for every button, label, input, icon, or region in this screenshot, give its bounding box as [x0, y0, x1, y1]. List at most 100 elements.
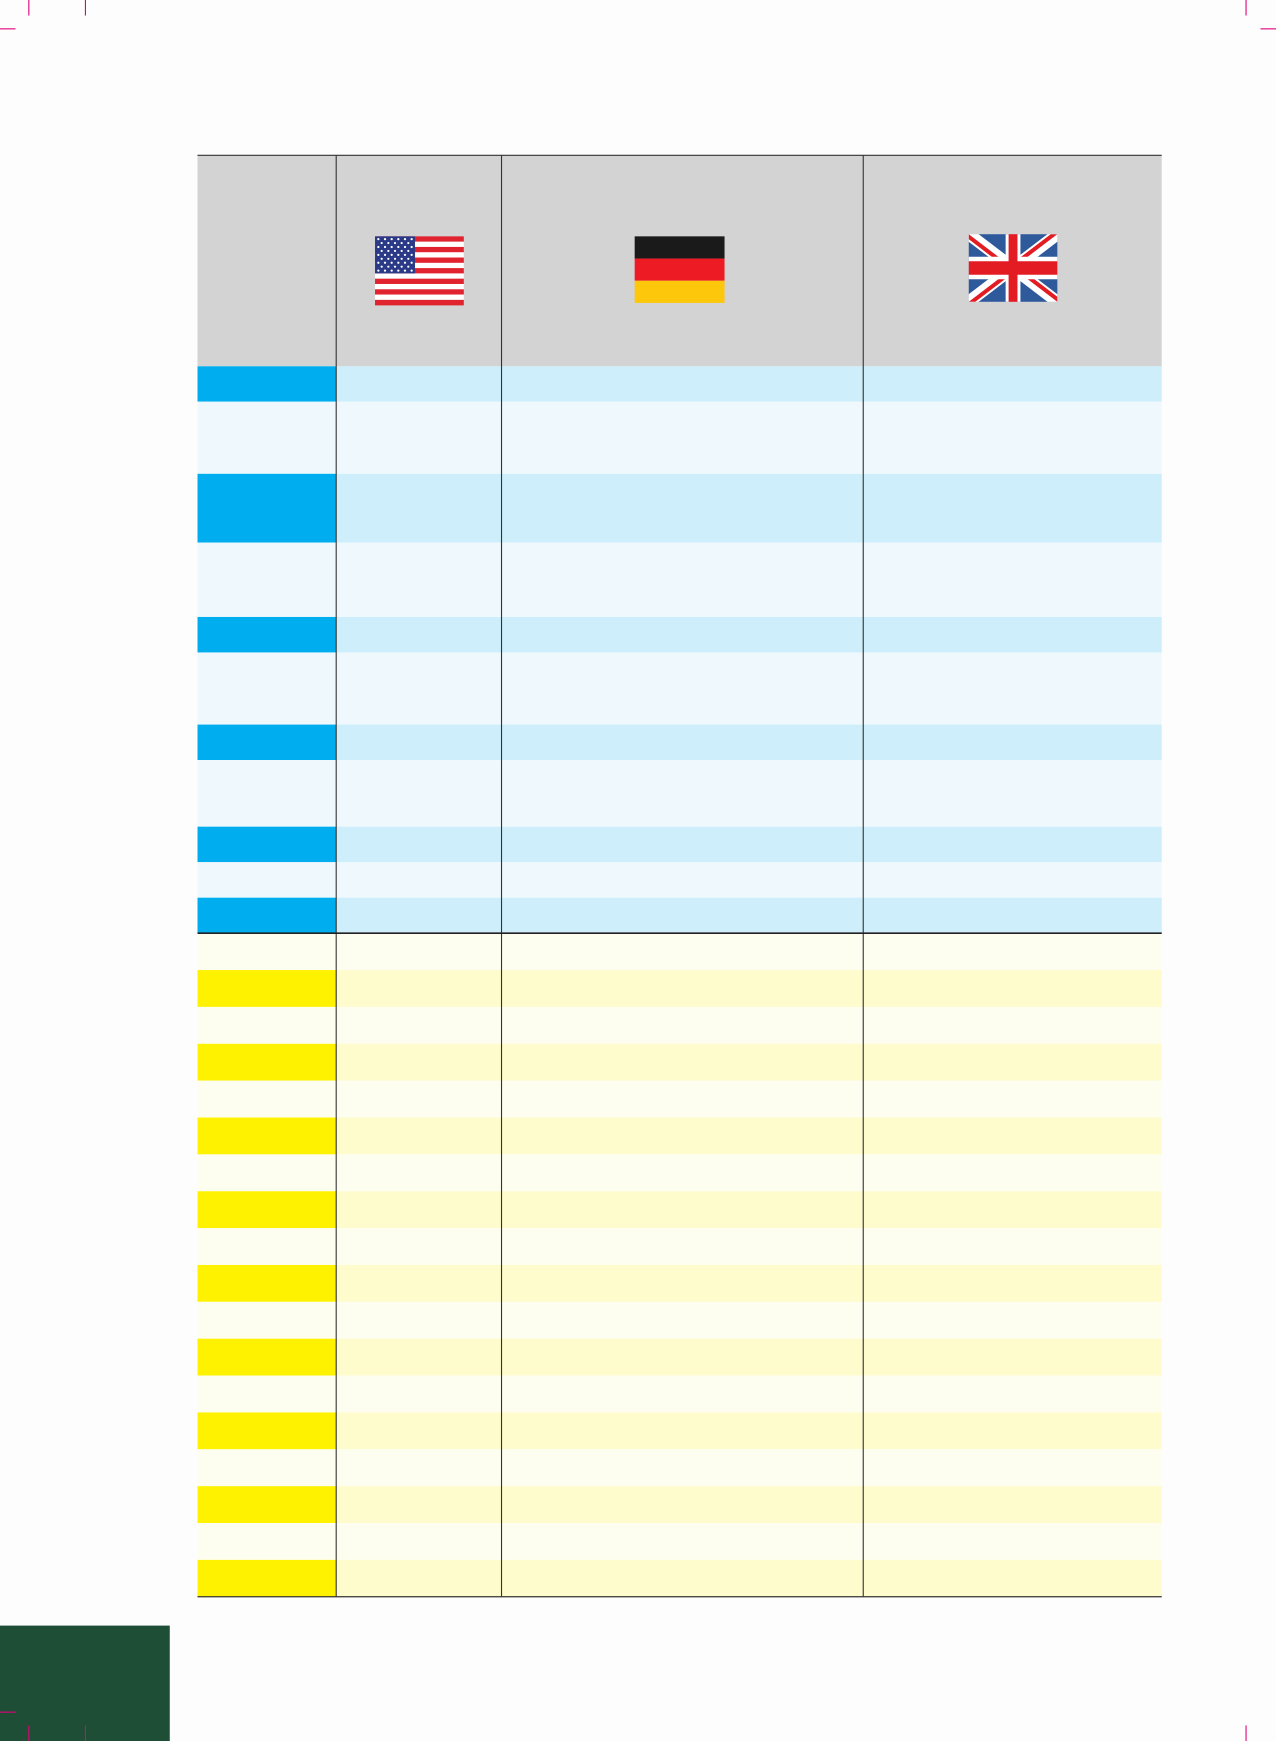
flag-stripe — [375, 294, 464, 301]
row-label-cell — [197, 1154, 337, 1192]
flag-star — [387, 241, 390, 245]
flag-star — [393, 265, 397, 268]
row-label-cell — [197, 1117, 337, 1155]
flag-star — [400, 257, 403, 260]
flag-stripe — [375, 283, 464, 290]
flag-star — [387, 265, 390, 268]
table-rows — [197, 366, 1162, 1597]
flag-star — [403, 269, 407, 272]
flag-star — [390, 269, 393, 272]
flag-star — [383, 238, 387, 241]
flag-star — [403, 261, 407, 264]
row-cells — [336, 1449, 1162, 1487]
flag-canton — [375, 236, 415, 274]
flag-stripe — [634, 280, 725, 303]
row-label-cell — [197, 1006, 337, 1044]
flag-star — [390, 253, 393, 256]
flag-star — [390, 261, 393, 264]
row-cells — [336, 933, 1162, 971]
flag-star — [400, 249, 403, 253]
row-label-cell — [197, 1375, 337, 1413]
row-cells — [336, 1486, 1162, 1524]
flag-star — [407, 241, 410, 245]
row-cells — [336, 616, 1162, 653]
flag-stripe — [375, 252, 464, 258]
flag-germany — [634, 236, 725, 303]
flag-usa — [375, 236, 464, 306]
row-cells — [336, 1228, 1162, 1265]
row-label-cell — [197, 652, 337, 725]
row-label-cell — [197, 1338, 337, 1376]
flag-star — [407, 257, 410, 260]
row-label-cell — [197, 826, 337, 863]
row-label-cell — [197, 1080, 337, 1118]
flag-star — [393, 257, 397, 260]
flag-star — [377, 253, 380, 256]
row-label-cell — [197, 724, 337, 761]
flag-stripe — [375, 273, 464, 279]
row-cells — [336, 1338, 1162, 1376]
row-cells — [336, 652, 1162, 725]
flag-star — [397, 253, 400, 256]
flag-stripe — [375, 299, 464, 306]
flag-star — [377, 261, 380, 264]
row-cells — [336, 724, 1162, 761]
flag-stripe — [375, 236, 464, 242]
flag-star — [410, 269, 413, 272]
flag-star — [397, 238, 400, 241]
flag-star — [380, 249, 383, 253]
row-cells — [336, 862, 1162, 898]
flag-star — [377, 269, 380, 272]
row-cells — [336, 366, 1162, 402]
row-cells — [336, 1559, 1162, 1597]
row-cells — [336, 970, 1162, 1007]
row-label-cell — [197, 616, 337, 653]
row-label-cell — [197, 1486, 337, 1524]
flag-star — [403, 245, 407, 249]
flag-star — [387, 257, 390, 260]
row-label-cell — [197, 897, 337, 934]
flag-star — [400, 265, 403, 268]
row-label-cell — [197, 401, 337, 474]
row-label-cell — [197, 542, 337, 617]
flag-star — [407, 249, 410, 253]
flag-stripe — [375, 278, 464, 285]
row-cells — [336, 1117, 1162, 1155]
flag-star — [383, 269, 387, 272]
flag-stripe — [375, 257, 464, 264]
flag-star — [410, 245, 413, 249]
flag-star — [407, 265, 410, 268]
row-cells — [336, 542, 1162, 617]
row-cells — [336, 1006, 1162, 1044]
row-cells — [336, 1523, 1162, 1560]
flag-star — [380, 265, 383, 268]
row-label-cell — [197, 933, 337, 971]
flag-stripe — [375, 246, 464, 253]
flag-stripe — [634, 258, 725, 281]
row-cells — [336, 826, 1162, 863]
row-label-cell — [197, 1043, 337, 1081]
flag-star — [377, 238, 380, 241]
table-lines — [197, 154, 1162, 1598]
row-label-cell — [197, 1191, 337, 1229]
flag-stripe — [375, 262, 464, 269]
flag-uk — [968, 234, 1058, 302]
flag-star — [380, 257, 383, 260]
row-label-cell — [197, 1228, 337, 1265]
row-label-cell — [197, 760, 337, 827]
flag-star — [387, 249, 390, 253]
row-cells — [336, 1191, 1162, 1229]
row-label-cell — [197, 862, 337, 898]
row-cells — [336, 760, 1162, 827]
row-label-cell — [197, 1449, 337, 1487]
flag-star — [397, 245, 400, 249]
row-label-cell — [197, 473, 337, 543]
flag-star — [380, 241, 383, 245]
row-cells — [336, 1080, 1162, 1118]
row-label-cell — [197, 1412, 337, 1450]
flag-uk-art — [968, 234, 1058, 302]
row-label-cell — [197, 1264, 337, 1302]
flag-star — [390, 238, 393, 241]
